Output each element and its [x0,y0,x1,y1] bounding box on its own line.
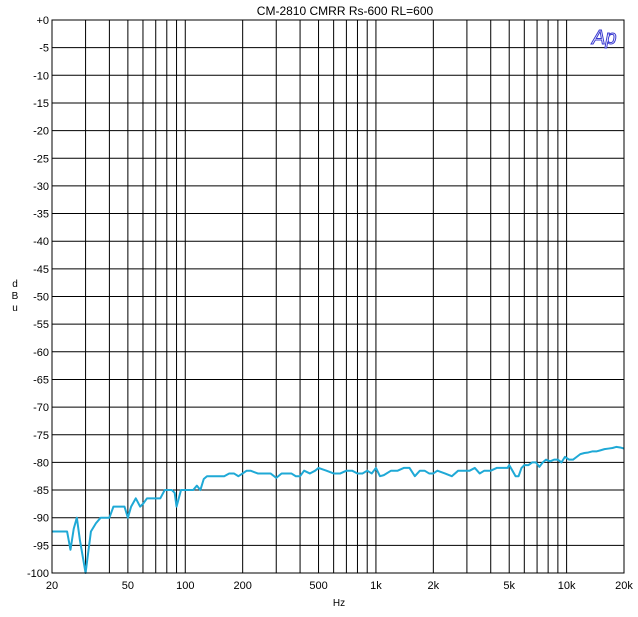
x-tick-labels: 20 50 100 200 500 1k 2k 5k 10k 20k [46,580,633,592]
y-tick-label: -55 [33,319,49,331]
y-axis-label-char: u [12,303,18,314]
cmrr-series-line [52,445,625,574]
x-tick-label: 50 [122,580,134,592]
y-tick-label: -100 [27,568,49,580]
y-tick-label: -20 [33,126,49,138]
x-tick-label: 20 [46,580,58,592]
y-tick-label: -35 [33,209,49,221]
ap-logo-text: Ap [591,27,616,49]
x-axis-label: Hz [333,598,345,609]
y-tick-label: -50 [33,292,49,304]
y-tick-label: -90 [33,513,49,525]
grid-lines [51,19,625,574]
y-tick-label: -45 [33,264,49,276]
y-axis-label-char: B [12,291,19,302]
y-tick-label: -70 [33,402,49,414]
y-tick-labels: +0 -5 -10 -15 -20 -25 -30 -35 -40 -45 -50 -55 -60 -65… [27,15,49,580]
y-tick-label: -10 [33,70,49,82]
x-tick-label: 1k [370,580,382,592]
y-tick-label: -85 [33,485,49,497]
y-tick-label: +0 [36,15,49,27]
x-tick-label: 20k [615,580,633,592]
y-axis-label-char: d [12,279,18,290]
y-tick-label: -75 [33,430,49,442]
y-axis-label: dBu [12,279,19,314]
y-tick-label: -95 [33,540,49,552]
y-tick-label: -65 [33,374,49,386]
x-tick-label: 500 [309,580,327,592]
y-tick-label: -25 [33,153,49,165]
x-tick-label: 100 [176,580,194,592]
y-tick-label: -40 [33,236,49,248]
ap-logo: Ap [591,27,617,50]
x-tick-label: 2k [428,580,440,592]
y-tick-label: -30 [33,181,49,193]
y-tick-label: -5 [39,43,49,55]
y-tick-label: -15 [33,98,49,110]
x-tick-label: 5k [503,580,515,592]
y-tick-label: -80 [33,457,49,469]
x-tick-label: 200 [233,580,251,592]
chart-title: CM-2810 CMRR Rs-600 RL=600 [257,4,434,18]
y-tick-label: -60 [33,347,49,359]
plot-frame [51,19,625,574]
x-tick-label: 10k [558,580,576,592]
